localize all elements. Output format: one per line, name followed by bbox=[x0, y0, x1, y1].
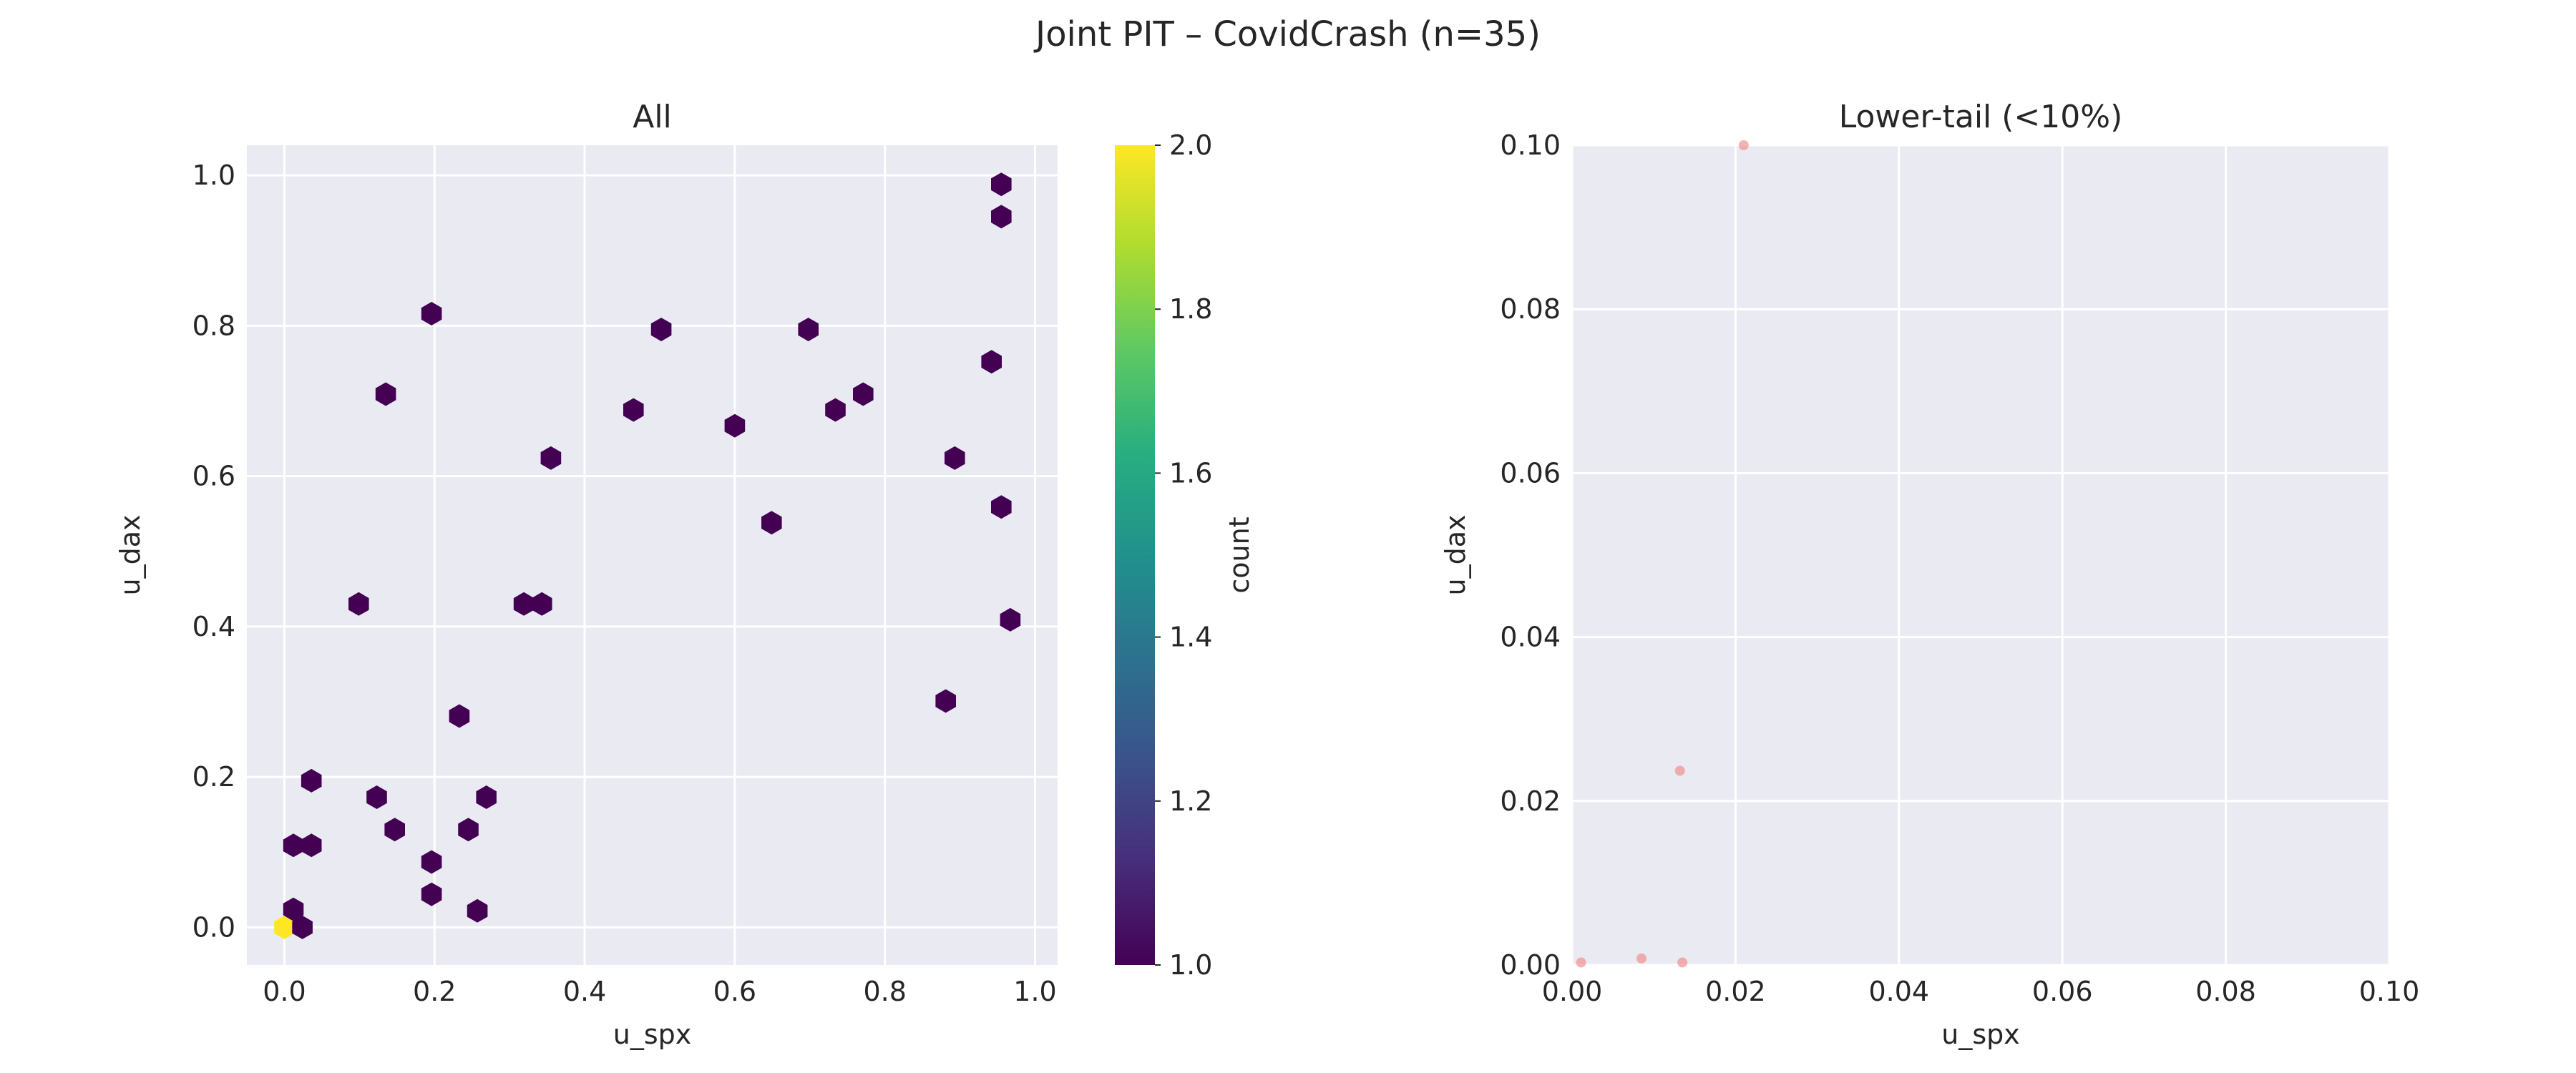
hexbin-cell bbox=[532, 592, 552, 616]
x-tick-label: 0.00 bbox=[1542, 976, 1603, 1007]
x-tick-label: 0.0 bbox=[263, 976, 306, 1007]
x-tick-labels: 0.0 0.2 0.4 0.6 0.8 1.0 bbox=[263, 976, 1057, 1007]
y-tick-label: 0.2 bbox=[192, 761, 235, 793]
y-axis-label: u_dax bbox=[1440, 515, 1471, 596]
scatter-point bbox=[1636, 953, 1647, 964]
x-tick-label: 0.10 bbox=[2359, 976, 2420, 1007]
hexbin-cell bbox=[724, 413, 746, 438]
hexbin-cell bbox=[853, 382, 874, 406]
x-tick-label: 1.0 bbox=[1013, 976, 1056, 1007]
hexbin-cell bbox=[476, 785, 497, 809]
scatter-point bbox=[1674, 765, 1685, 776]
hexbin-cell bbox=[384, 818, 405, 842]
hexbin-cell bbox=[825, 398, 846, 422]
hexbin-cell bbox=[467, 898, 488, 923]
hexbin-cell bbox=[421, 882, 442, 906]
colorbar-tick-label: 2.0 bbox=[1169, 129, 1212, 161]
y-tick-labels: 0.0 0.2 0.4 0.6 0.8 1.0 bbox=[192, 160, 235, 943]
y-tick-label: 0.4 bbox=[192, 611, 235, 642]
axes-background bbox=[247, 145, 1058, 965]
hexbin-cell bbox=[292, 915, 313, 939]
y-tick-label: 1.0 bbox=[192, 160, 235, 191]
x-tick-label: 0.8 bbox=[863, 976, 906, 1007]
hexbin-cell bbox=[348, 592, 369, 616]
x-tick-label: 0.04 bbox=[1868, 976, 1929, 1007]
y-tick-label: 0.02 bbox=[1500, 785, 1561, 817]
scatter-point bbox=[1677, 957, 1688, 968]
x-tick-label: 0.6 bbox=[713, 976, 756, 1007]
colorbar-tick-label: 1.8 bbox=[1169, 293, 1212, 325]
colorbar-tick-label: 1.0 bbox=[1169, 949, 1212, 981]
hexbin-cell bbox=[301, 768, 322, 793]
hexbin-cell bbox=[991, 205, 1012, 229]
subplot-title: Lower-tail (<10%) bbox=[1839, 99, 2123, 135]
panel-lower-tail: 0.00 0.02 0.04 0.06 0.08 0.10 0.000.020.040.0… bbox=[1440, 99, 2419, 1050]
y-tick-label: 0.10 bbox=[1500, 129, 1561, 161]
hexbin-cell bbox=[761, 511, 782, 535]
hexbin-cell bbox=[798, 318, 819, 342]
scatter-points bbox=[1576, 140, 1749, 968]
hexbin-cell bbox=[623, 398, 644, 422]
panel-all: 0.0 0.2 0.4 0.6 0.8 1.0 0.0 0.2 0.4 0.6 0.8 1.0 Al… bbox=[114, 99, 1058, 1050]
y-tick-label: 0.06 bbox=[1500, 457, 1561, 489]
x-tick-label: 0.02 bbox=[1705, 976, 1766, 1007]
hexbin-cell bbox=[981, 350, 1002, 374]
x-axis-label: u_spx bbox=[613, 1019, 692, 1050]
hexbin-cell bbox=[274, 915, 295, 939]
colorbar-tick-label: 1.2 bbox=[1169, 785, 1212, 817]
hexbin-cell bbox=[1000, 607, 1021, 632]
grid-lines bbox=[247, 145, 1058, 965]
hexbin-cells bbox=[274, 172, 1021, 939]
hexbin-cell bbox=[945, 446, 965, 470]
y-tick-labels: 0.00 0.02 0.04 0.06 0.08 0.10 bbox=[1500, 129, 1561, 981]
grid-lines bbox=[1571, 144, 2391, 966]
hexbin-cell bbox=[283, 897, 304, 921]
hexbin-cell bbox=[991, 495, 1012, 519]
y-tick-label: 0.0 bbox=[192, 911, 235, 943]
y-tick-label: 0.00 bbox=[1500, 949, 1561, 981]
axes-background bbox=[1572, 145, 2389, 965]
hexbin-cell bbox=[991, 172, 1012, 197]
colorbar-gradient bbox=[1115, 145, 1155, 965]
colorbar: 1.0 1.2 1.4 1.6 1.8 2.0 count bbox=[1115, 129, 1255, 981]
hexbin-cell bbox=[513, 592, 535, 616]
hexbin-cell bbox=[458, 818, 479, 842]
scatter-point bbox=[1576, 957, 1586, 968]
x-axis-label: u_spx bbox=[1941, 1019, 2020, 1050]
hexbin-cell bbox=[421, 302, 442, 325]
hexbin-cell bbox=[540, 446, 562, 470]
hexbin-cell bbox=[283, 833, 304, 858]
y-tick-label: 0.04 bbox=[1500, 622, 1561, 653]
x-tick-label: 0.06 bbox=[2032, 976, 2093, 1007]
colorbar-tick-label: 1.4 bbox=[1169, 622, 1212, 653]
y-tick-label: 0.8 bbox=[192, 310, 235, 341]
subplot-title: All bbox=[633, 99, 672, 135]
scatter-point bbox=[1738, 140, 1749, 150]
y-tick-label: 0.6 bbox=[192, 461, 235, 492]
hexbin-cell bbox=[301, 833, 322, 858]
hexbin-cell bbox=[935, 689, 956, 713]
y-axis-label: u_dax bbox=[114, 515, 146, 596]
hexbin-cell bbox=[650, 318, 672, 342]
hexbin-cell bbox=[366, 785, 387, 809]
x-tick-label: 0.2 bbox=[413, 976, 456, 1007]
hexbin-cell bbox=[449, 704, 470, 728]
colorbar-tick-labels: 1.0 1.2 1.4 1.6 1.8 2.0 bbox=[1155, 129, 1212, 981]
y-tick-label: 0.08 bbox=[1500, 293, 1561, 325]
hexbin-cell bbox=[421, 850, 442, 874]
x-tick-label: 0.4 bbox=[563, 976, 606, 1007]
hexbin-cell bbox=[375, 382, 396, 406]
colorbar-tick-label: 1.6 bbox=[1169, 457, 1212, 489]
colorbar-label: count bbox=[1224, 516, 1255, 593]
x-tick-labels: 0.00 0.02 0.04 0.06 0.08 0.10 bbox=[1542, 976, 2420, 1007]
x-tick-label: 0.08 bbox=[2195, 976, 2256, 1007]
figure-title: Joint PIT – CovidCrash (n=35) bbox=[1033, 14, 1541, 54]
